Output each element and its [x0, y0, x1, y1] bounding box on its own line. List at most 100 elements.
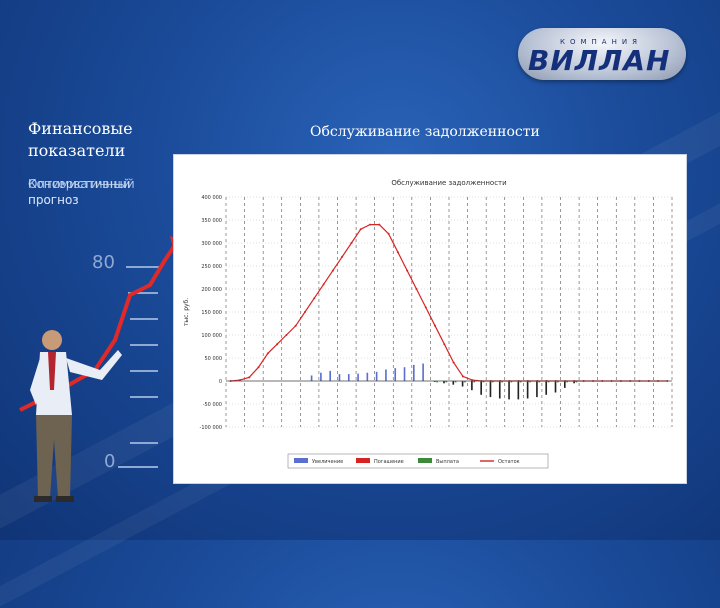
bar-1: [310, 375, 313, 381]
scale-bottom-label: 0: [104, 451, 116, 472]
bar-3: [473, 381, 476, 383]
scale-tick: [130, 344, 158, 346]
bar-2: [443, 381, 445, 384]
bar-1: [375, 371, 378, 381]
balance-point: [313, 297, 316, 300]
logo-title: ВИЛЛАН: [528, 44, 671, 77]
scale-tick: [130, 442, 158, 444]
bar-3: [529, 381, 531, 383]
axis-layer: Обслуживание задолженности -100 000 -50 00…: [183, 179, 672, 431]
section-title: Финансовые показатели: [28, 119, 133, 160]
y-tick-label: 100 000: [201, 333, 222, 339]
legend-swatch: [294, 458, 308, 463]
balance-point: [276, 343, 279, 346]
bar-2: [554, 381, 557, 393]
bar-1: [412, 364, 415, 381]
forecast-subtitle-a: Консервативный прогноз: [28, 177, 135, 207]
balance-point: [452, 361, 455, 364]
chart-panel: Обслуживание задолженности -100 000 -50 00…: [173, 154, 687, 484]
y-axis-label: тыс. руб.: [183, 298, 190, 326]
legend-swatch: [418, 458, 432, 463]
bar-1: [422, 363, 424, 381]
bar-2: [517, 381, 520, 400]
bar-3: [519, 381, 522, 383]
balance-point: [257, 366, 260, 369]
y-tick-label: 150 000: [201, 310, 222, 316]
bar-2: [452, 381, 455, 385]
bar-2: [526, 381, 529, 399]
scale-tick: [126, 266, 162, 268]
balance-point: [369, 223, 372, 226]
legend-layer: Увеличение Погашение Выплата Остаток: [287, 453, 549, 469]
bar-1: [329, 370, 331, 381]
bar-2: [489, 381, 492, 398]
bar-1: [394, 368, 397, 381]
balance-point: [434, 324, 437, 327]
forecast-subtitle-b: Оптимистичный прогноз: [28, 177, 131, 207]
balance-point: [331, 269, 334, 272]
balance-point: [424, 306, 427, 309]
legend-label: Выплата: [436, 459, 459, 465]
bar-1: [357, 373, 359, 381]
grid-layer: [225, 196, 673, 428]
bar-1: [347, 374, 350, 381]
y-tick-label: 400 000: [201, 195, 222, 201]
balance-point: [461, 375, 464, 378]
y-tick-label: 50 000: [205, 356, 223, 362]
balance-point: [471, 379, 474, 382]
bar-2: [480, 381, 482, 395]
scale-tick: [130, 318, 158, 320]
y-tick-label: -50 000: [203, 402, 222, 408]
logo-subtitle: КОМПАНИЯ: [560, 38, 642, 46]
person-arm-left: [30, 358, 44, 405]
bar-3: [464, 381, 466, 383]
bar-2: [433, 381, 436, 382]
bar-3: [510, 381, 513, 383]
bars-layer: [310, 363, 578, 400]
slide-title: Обслуживание задолженности: [310, 124, 540, 140]
balance-point: [387, 232, 390, 235]
scale-top-label: 80: [92, 252, 115, 273]
bar-1: [403, 367, 406, 381]
bar-3: [501, 381, 503, 383]
balance-point: [322, 283, 325, 286]
balance-line: [230, 223, 668, 382]
balance-point: [285, 334, 288, 336]
bar-3: [566, 381, 568, 383]
bar-3: [547, 381, 550, 383]
y-tick-label: 250 000: [201, 264, 222, 270]
bar-1: [366, 372, 369, 381]
balance-point: [238, 379, 241, 382]
balance-point: [359, 228, 362, 231]
person-shoe: [34, 496, 52, 502]
bar-2: [498, 381, 501, 399]
bar-3: [557, 381, 559, 383]
bar-2: [563, 381, 566, 388]
bar-2: [545, 381, 548, 395]
bar-2: [508, 381, 510, 400]
scale-tick: [128, 292, 158, 294]
company-logo: [518, 28, 686, 80]
bar-1: [338, 374, 341, 381]
balance-point: [415, 288, 418, 290]
y-tick-label: 0: [219, 379, 222, 385]
y-tick-label: 200 000: [201, 287, 222, 293]
person-tie: [48, 352, 56, 390]
legend-label: Увеличение: [312, 459, 343, 465]
bar-2: [471, 381, 473, 391]
balance-point: [396, 251, 399, 254]
debt-service-chart: Обслуживание задолженности -100 000 -50 00…: [183, 179, 673, 469]
legend-swatch: [356, 458, 370, 463]
person-trousers: [36, 415, 72, 498]
bar-3: [482, 381, 485, 383]
bar-3: [575, 381, 578, 383]
bar-3: [445, 381, 448, 383]
bar-1: [320, 372, 322, 381]
balance-point: [248, 376, 251, 379]
person-head: [42, 330, 62, 350]
bar-3: [454, 381, 457, 383]
y-tick-label: 350 000: [201, 218, 222, 224]
bar-3: [436, 381, 438, 383]
legend-label: Остаток: [498, 459, 520, 465]
scale-tick: [130, 396, 158, 398]
